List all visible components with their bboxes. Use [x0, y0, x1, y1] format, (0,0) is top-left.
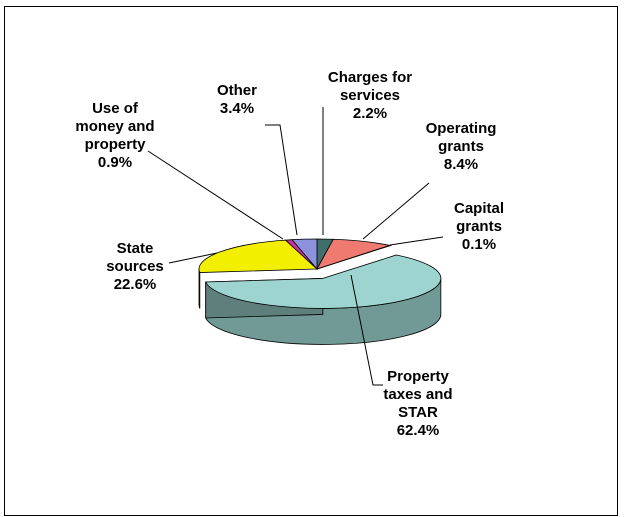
- slice-labels: Charges for services 2.2% Operating grants 8.…: [75, 69, 504, 439]
- pie-chart: Charges for services 2.2% Operating grants 8.…: [75, 69, 504, 439]
- slice-label-6: Other 3.4%: [217, 82, 257, 117]
- slice-label-0: Charges for services 2.2%: [328, 69, 412, 122]
- pie-slice-4: [198, 239, 318, 273]
- leader-line-5: [147, 150, 284, 240]
- pie-tops: [198, 238, 442, 309]
- slice-label-2: Capital grants 0.1%: [454, 200, 504, 253]
- leader-line-2: [389, 236, 444, 246]
- pie-slice-6: [291, 238, 318, 271]
- leader-line-1: [362, 182, 430, 240]
- slice-label-1: Operating grants 8.4%: [426, 120, 497, 173]
- chart-frame: Charges for services 2.2% Operating grants 8.…: [4, 6, 618, 516]
- pie-slice-3: [205, 254, 442, 309]
- slice-label-5: Use of money and property 0.9%: [75, 100, 154, 171]
- slice-label-3: Property taxes and STAR 62.4%: [383, 368, 452, 439]
- leader-line-6: [265, 124, 298, 236]
- leader-line-3: [350, 274, 383, 386]
- leader-line-4: [168, 252, 218, 264]
- pie-side-4: [198, 268, 201, 309]
- slice-label-4: State sources 22.6%: [106, 240, 164, 293]
